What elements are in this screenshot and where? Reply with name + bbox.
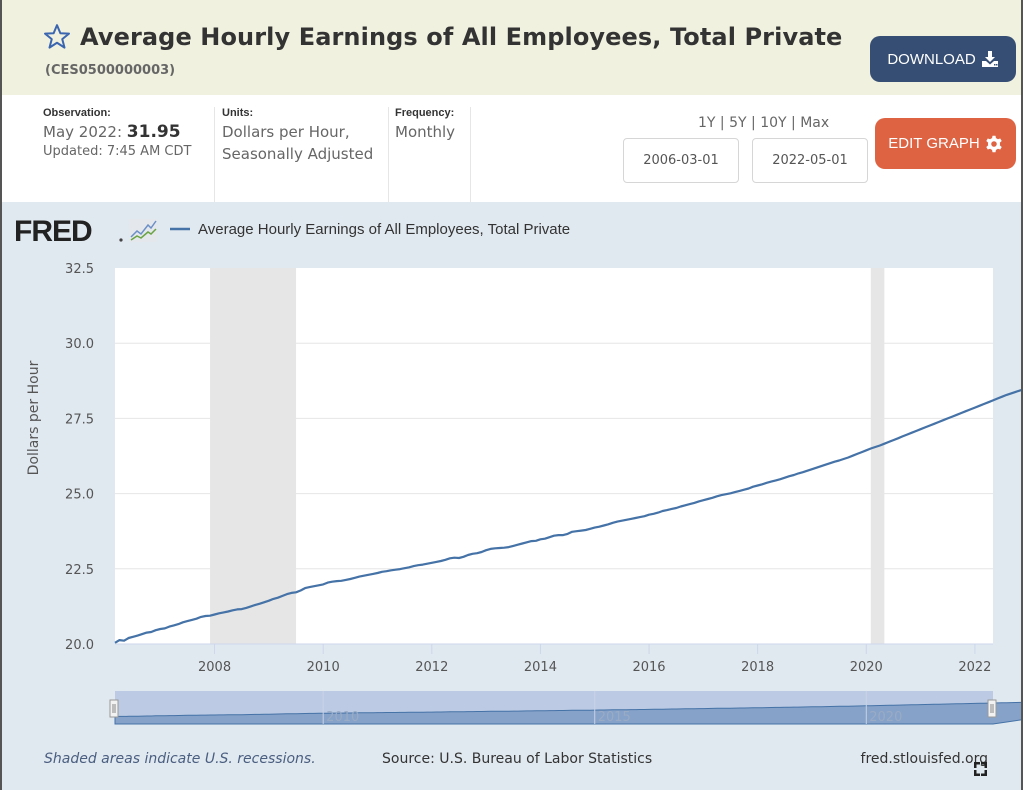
x-tick-label: 2010 xyxy=(307,660,340,675)
x-tick-label: 2014 xyxy=(524,660,557,675)
fred-logo-green-line xyxy=(130,228,157,241)
units-line1: Dollars per Hour, xyxy=(222,123,350,141)
y-axis-title: Dollars per Hour xyxy=(26,360,42,475)
fred-logo-text: FRED xyxy=(14,215,92,248)
chart-svg: FRED Average Hourly Earnings of All Empl… xyxy=(14,215,1021,776)
divider xyxy=(214,107,215,202)
navigator-left-handle[interactable] xyxy=(109,699,119,718)
chart-panel: FRED Average Hourly Earnings of All Empl… xyxy=(2,202,1021,790)
fred-logo-registered xyxy=(119,238,123,242)
x-tick-label: 2008 xyxy=(198,660,231,675)
star-outline-icon[interactable] xyxy=(42,22,72,52)
recession-band xyxy=(210,268,297,644)
units-label: Units: xyxy=(222,107,254,119)
edit-graph-button[interactable]: EDIT GRAPH xyxy=(875,118,1016,169)
frequency-value: Monthly xyxy=(395,123,456,141)
y-tick-label: 20.0 xyxy=(65,638,94,653)
download-icon xyxy=(981,51,998,67)
series-meta: Observation: May 2022: 31.95 Updated: 7:… xyxy=(2,95,1021,202)
range-separator: | xyxy=(719,115,725,131)
fred-logo-blue-line xyxy=(130,220,157,238)
series-line[interactable] xyxy=(114,285,1021,644)
observation-value-line: May 2022: 31.95 xyxy=(43,121,191,143)
divider xyxy=(470,107,471,202)
range-1y-link[interactable]: 1Y xyxy=(698,115,716,131)
y-tick-label: 25.0 xyxy=(65,488,94,503)
navigator-label: 2010 xyxy=(326,710,359,725)
edit-graph-label: EDIT GRAPH xyxy=(888,135,980,152)
frequency-block: Frequency: Monthly xyxy=(395,107,455,143)
range-separator: | xyxy=(751,115,756,131)
range-separator: | xyxy=(791,115,796,131)
observation-value: 31.95 xyxy=(126,122,181,142)
units-block: Units: Dollars per Hour, Seasonally Adju… xyxy=(222,107,373,165)
y-tick-label: 30.0 xyxy=(65,337,94,352)
range-navigator[interactable]: 2010 2015 2020 xyxy=(109,691,1021,725)
range-links: 1Y | 5Y | 10Y | Max xyxy=(698,115,829,131)
y-tick-label: 22.5 xyxy=(65,563,94,578)
navigator-right-handle[interactable] xyxy=(987,699,997,718)
download-button[interactable]: DOWNLOAD xyxy=(870,36,1016,82)
source-text: Source: U.S. Bureau of Labor Statistics xyxy=(382,751,652,767)
range-max-link[interactable]: Max xyxy=(800,115,830,131)
fullscreen-icon[interactable] xyxy=(974,762,987,776)
observation-block: Observation: May 2022: 31.95 Updated: 7:… xyxy=(43,107,191,159)
y-tick-label: 27.5 xyxy=(65,412,94,427)
navigator-label: 2020 xyxy=(869,710,902,725)
navigator-label: 2015 xyxy=(598,710,631,725)
range-10y-link[interactable]: 10Y xyxy=(760,115,787,131)
series-id: (CES0500000003) xyxy=(45,63,176,78)
start-date-input[interactable]: 2006-03-01 xyxy=(623,138,739,183)
end-date-input[interactable]: 2022-05-01 xyxy=(752,138,868,183)
range-5y-link[interactable]: 5Y xyxy=(729,115,747,131)
x-tick-label: 2022 xyxy=(958,660,991,675)
observation-date: May 2022: xyxy=(43,123,123,141)
units-line2: Seasonally Adjusted xyxy=(222,145,374,163)
download-label: DOWNLOAD xyxy=(887,50,976,68)
frequency-label: Frequency: xyxy=(395,107,455,119)
x-tick-label: 2020 xyxy=(850,660,883,675)
page-title: Average Hourly Earnings of All Employees… xyxy=(80,23,843,51)
navigator-series-area xyxy=(114,701,1021,725)
recession-note: Shaded areas indicate U.S. recessions. xyxy=(44,751,316,767)
fred-logo: FRED xyxy=(14,215,157,248)
x-tick-label: 2016 xyxy=(632,660,665,675)
updated-time: Updated: 7:45 AM CDT xyxy=(43,144,192,159)
divider xyxy=(388,107,389,202)
legend-label: Average Hourly Earnings of All Employees… xyxy=(198,221,570,238)
gear-icon xyxy=(985,135,1002,152)
title-row: Average Hourly Earnings of All Employees… xyxy=(42,22,842,52)
site-link[interactable]: fred.stlouisfed.org xyxy=(861,751,988,767)
y-tick-label: 32.5 xyxy=(65,262,94,277)
x-tick-label: 2012 xyxy=(415,660,448,675)
recession-band xyxy=(870,268,885,644)
observation-label: Observation: xyxy=(43,107,111,119)
x-tick-label: 2018 xyxy=(741,660,774,675)
series-header: Average Hourly Earnings of All Employees… xyxy=(2,0,1021,95)
